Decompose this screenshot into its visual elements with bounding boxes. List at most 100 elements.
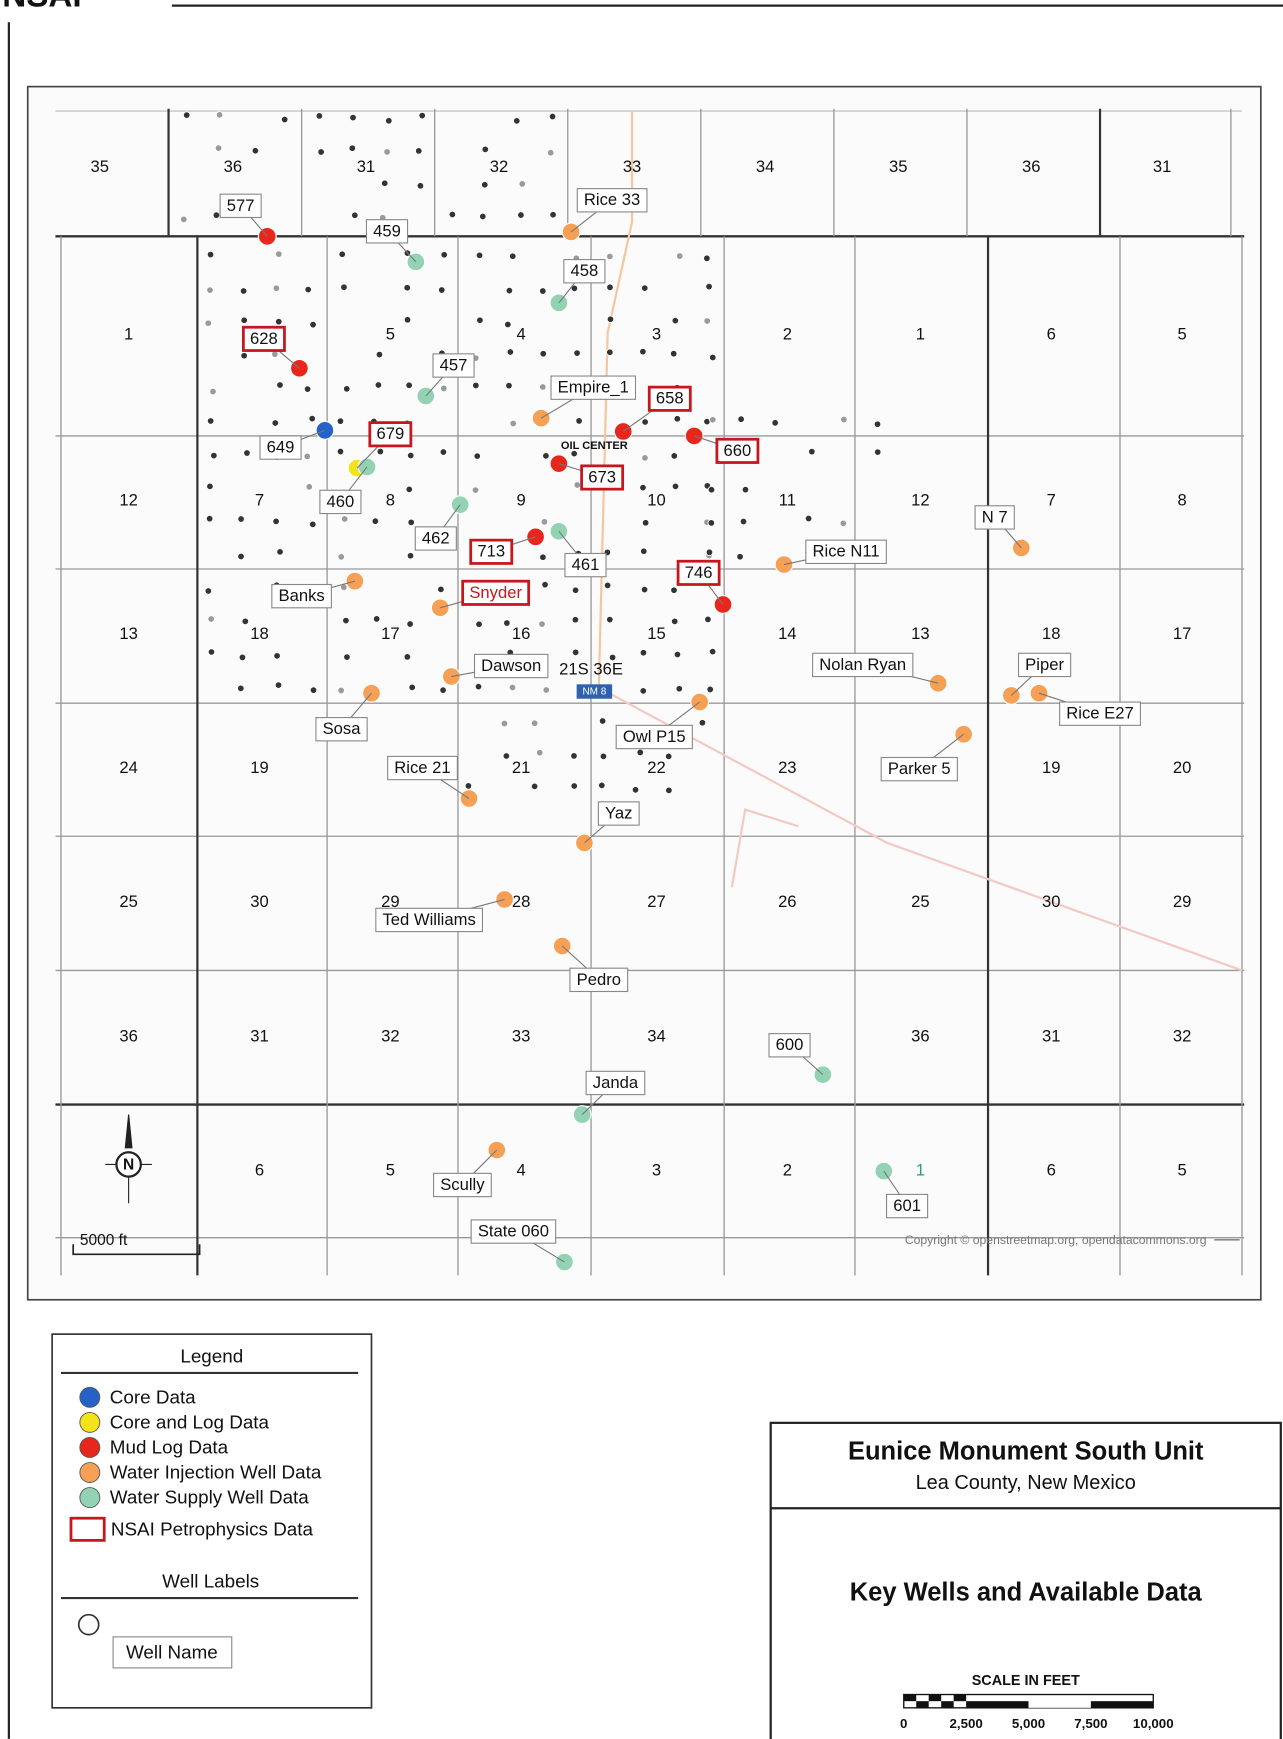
scale-label: 7,500	[1074, 1716, 1107, 1731]
well-dot	[348, 144, 357, 152]
well-dot	[575, 417, 583, 425]
well-dot	[408, 683, 416, 692]
well-name: 649	[267, 438, 295, 457]
label-box	[470, 1219, 557, 1244]
well-label: Snyder	[461, 579, 531, 606]
well-label: 600	[768, 1033, 811, 1058]
well-dot	[337, 553, 345, 561]
well-name: Owl P15	[623, 727, 686, 746]
section-number: 19	[1042, 758, 1061, 777]
well-dot	[238, 653, 247, 662]
well-name: Piper	[1025, 655, 1064, 674]
well-dot	[736, 552, 744, 561]
well-dot	[440, 384, 448, 393]
label-box	[469, 538, 514, 565]
section-number: 8	[1177, 491, 1186, 510]
well-dot	[705, 548, 714, 557]
key-well	[526, 527, 546, 547]
copyright: Copyright © openstreetmap.org, opendatac…	[905, 1233, 1207, 1247]
label-box	[365, 219, 409, 244]
well-name: 462	[422, 528, 450, 547]
well-name: 673	[588, 467, 616, 486]
well-dot	[385, 117, 393, 125]
label-box	[375, 907, 484, 933]
well-name: 679	[376, 424, 404, 443]
label-box	[259, 435, 302, 460]
well-dot	[741, 485, 750, 494]
well-dot	[342, 616, 350, 625]
well-name: Janda	[593, 1073, 639, 1092]
well-dot	[337, 686, 345, 695]
well-dot	[180, 215, 188, 224]
label-box	[974, 505, 1015, 530]
well-dot	[471, 486, 480, 494]
well-dot	[207, 648, 216, 656]
well-dot	[703, 317, 711, 325]
section-number: 32	[490, 157, 509, 176]
well-label: Piper	[1017, 652, 1072, 678]
well-name: Dawson	[481, 656, 541, 675]
scale-bar-line	[72, 1244, 201, 1256]
well-dot	[237, 684, 245, 693]
well-dot	[308, 414, 316, 423]
section-number: 1	[916, 1161, 925, 1180]
highway-label: NM 8	[582, 687, 606, 698]
label-box	[473, 653, 549, 679]
well-dot	[538, 620, 546, 628]
well-dot	[606, 252, 614, 261]
well-dot	[405, 381, 413, 390]
well-label: Pedro	[569, 967, 629, 993]
well-label: Dawson	[473, 653, 549, 679]
well-dot	[237, 515, 245, 523]
section-number: 26	[778, 892, 797, 911]
well-dot	[315, 112, 324, 120]
section-number: 30	[250, 892, 269, 911]
section-number: 32	[1173, 1026, 1191, 1045]
legend-swatch	[79, 1386, 101, 1408]
label-box	[242, 325, 286, 352]
section-number: 18	[1042, 624, 1061, 643]
well-label: Yaz	[597, 801, 640, 826]
scale-seg	[916, 1701, 929, 1708]
legend-subtitle: Well Labels	[162, 1571, 259, 1592]
section-number: 20	[1173, 758, 1191, 777]
scale-seg	[928, 1694, 942, 1702]
section-number: 17	[1173, 624, 1191, 643]
well-dot	[706, 685, 714, 694]
well-dot	[599, 752, 608, 761]
label-box	[1017, 652, 1072, 678]
legend-label: NSAI Petrophysics Data	[111, 1518, 314, 1539]
section-number: 30	[1042, 892, 1061, 911]
well-label: Parker 5	[880, 756, 958, 782]
label-box	[414, 526, 457, 551]
well-dot	[448, 210, 457, 219]
well-label: 462	[414, 526, 457, 551]
label-box	[585, 1070, 646, 1096]
well-dot	[669, 349, 678, 358]
well-label: Rice 33	[576, 188, 648, 213]
well-dot	[631, 786, 640, 794]
well-label: State 060	[470, 1219, 557, 1244]
well-dot	[480, 180, 489, 189]
well-label: 713	[469, 538, 514, 565]
well-dot	[308, 520, 317, 529]
well-dot	[206, 482, 214, 491]
well-dot	[606, 283, 614, 292]
scale-bar: 0 2,500 5,000 7,500 10,000	[900, 1693, 1174, 1731]
well-dot	[739, 517, 748, 526]
well-label: Banks	[271, 583, 332, 609]
well-name: 461	[572, 555, 600, 574]
well-dot	[670, 586, 678, 594]
legend-label: Water Supply Well Data	[110, 1487, 310, 1508]
section-number: 2	[783, 1161, 792, 1180]
section-number: 10	[647, 491, 666, 510]
logo: NSAI	[2, 0, 81, 15]
scale-seg	[953, 1694, 967, 1702]
well-dot	[639, 648, 648, 657]
label-box	[676, 559, 721, 586]
section-number: 12	[119, 491, 138, 510]
well-dot	[639, 547, 648, 556]
label-box	[271, 583, 332, 609]
well-dot	[598, 717, 607, 725]
well-dot	[530, 782, 539, 791]
